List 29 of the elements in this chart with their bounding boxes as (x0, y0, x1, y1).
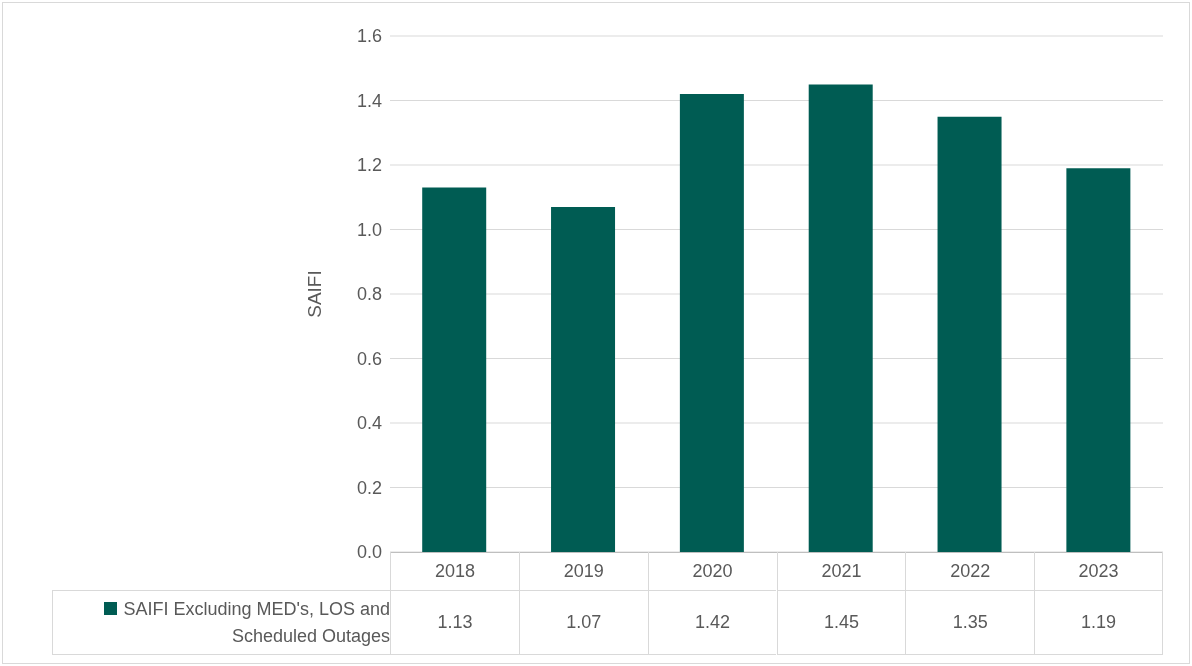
y-axis-title: SAIFI (304, 270, 326, 318)
bar (937, 116, 1002, 552)
y-tick-label: 0.2 (356, 477, 382, 498)
y-tick-label: 1.6 (356, 26, 382, 47)
data-label: 1.42 (647, 590, 777, 655)
bar (808, 84, 873, 552)
x-tick-label: 2020 (647, 552, 777, 590)
y-tick-label: 1.0 (356, 219, 382, 240)
x-tick-label: 2022 (905, 552, 1035, 590)
data-label: 1.19 (1034, 590, 1163, 655)
y-tick-label: 1.2 (356, 155, 382, 176)
bar (551, 206, 616, 552)
data-label: 1.07 (518, 590, 648, 655)
data-label: 1.35 (905, 590, 1035, 655)
bar (679, 94, 744, 552)
x-tick-label: 2023 (1034, 552, 1163, 590)
data-label: 1.45 (776, 590, 906, 655)
bar (1066, 168, 1131, 552)
legend-label: SAIFI Excluding MED's, LOS and Scheduled Outages (122, 597, 390, 648)
y-tick-label: 1.4 (356, 90, 382, 111)
bar (422, 187, 487, 552)
y-tick-label: 0.4 (356, 413, 382, 434)
y-tick-label: 0.8 (356, 284, 382, 305)
x-tick-label: 2018 (390, 552, 519, 590)
data-label: 1.13 (390, 590, 519, 655)
y-tick-label: 0.6 (356, 348, 382, 369)
x-tick-label: 2021 (776, 552, 906, 590)
x-tick-label: 2019 (518, 552, 648, 590)
y-tick-label: 0.0 (356, 542, 382, 563)
